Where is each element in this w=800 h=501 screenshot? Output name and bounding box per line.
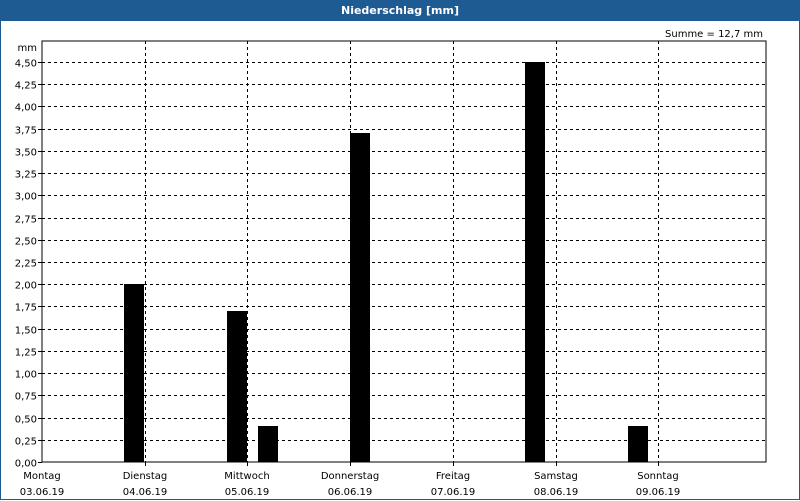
- y-tick-label: 1,50: [15, 326, 37, 337]
- y-tick-label: 2,50: [15, 237, 37, 248]
- y-tick-label: 1,00: [15, 370, 37, 381]
- y-tick-label: 4,25: [15, 81, 37, 92]
- x-date-label: 07.06.19: [431, 487, 476, 498]
- plot-area: [41, 40, 767, 463]
- y-tick-label: 0,50: [15, 415, 37, 426]
- x-date-label: 03.06.19: [20, 487, 65, 498]
- precipitation-bar: [227, 311, 247, 462]
- y-axis-unit: mm: [18, 43, 37, 54]
- y-tick-label: 3,50: [15, 148, 37, 159]
- x-date-label: 04.06.19: [123, 487, 168, 498]
- precipitation-bar: [628, 426, 648, 462]
- x-day-label: Dienstag: [123, 471, 168, 482]
- x-day-label: Mittwoch: [224, 471, 269, 482]
- bar-series: [124, 62, 648, 462]
- y-tick-label: 0,25: [15, 437, 37, 448]
- x-day-label: Freitag: [436, 471, 470, 482]
- x-date-label: 05.06.19: [225, 487, 270, 498]
- y-tick-label: 4,50: [15, 59, 37, 70]
- x-date-label: 06.06.19: [328, 487, 373, 498]
- y-tick-label: 3,25: [15, 170, 37, 181]
- chart-title: Niederschlag [mm]: [1, 1, 799, 21]
- precipitation-bar: [258, 426, 278, 462]
- y-tick-label: 2,00: [15, 281, 37, 292]
- x-date-label: 08.06.19: [534, 487, 579, 498]
- precipitation-bar: [525, 62, 545, 462]
- y-tick-label: 0,00: [15, 459, 37, 470]
- precipitation-bar: [350, 133, 370, 462]
- y-tick-label: 0,75: [15, 392, 37, 403]
- precipitation-bar: [124, 284, 144, 462]
- x-axis-labels: Montag 03.06.19 Dienstag 04.06.19 Mittwoch 05…: [20, 462, 681, 498]
- x-day-label: Donnerstag: [321, 471, 379, 482]
- grid-lines: [42, 41, 766, 462]
- y-tick-label: 3,00: [15, 192, 37, 203]
- y-tick-label: 3,75: [15, 126, 37, 137]
- x-date-label: 09.06.19: [636, 487, 681, 498]
- sum-label: Summe = 12,7 mm: [665, 29, 763, 40]
- x-day-label: Samstag: [534, 471, 578, 482]
- y-tick-label: 2,75: [15, 215, 37, 226]
- y-tick-label: 1,25: [15, 348, 37, 359]
- y-tick-label: 4,00: [15, 103, 37, 114]
- y-axis-ticks: 0,00 0,25 0,50 0,75 1,00 1,25 1,50 1,75 2,00 2,25…: [15, 59, 42, 470]
- y-tick-label: 1,75: [15, 303, 37, 314]
- x-day-label: Sonntag: [637, 471, 679, 482]
- y-tick-label: 2,25: [15, 259, 37, 270]
- x-day-label: Montag: [23, 471, 60, 482]
